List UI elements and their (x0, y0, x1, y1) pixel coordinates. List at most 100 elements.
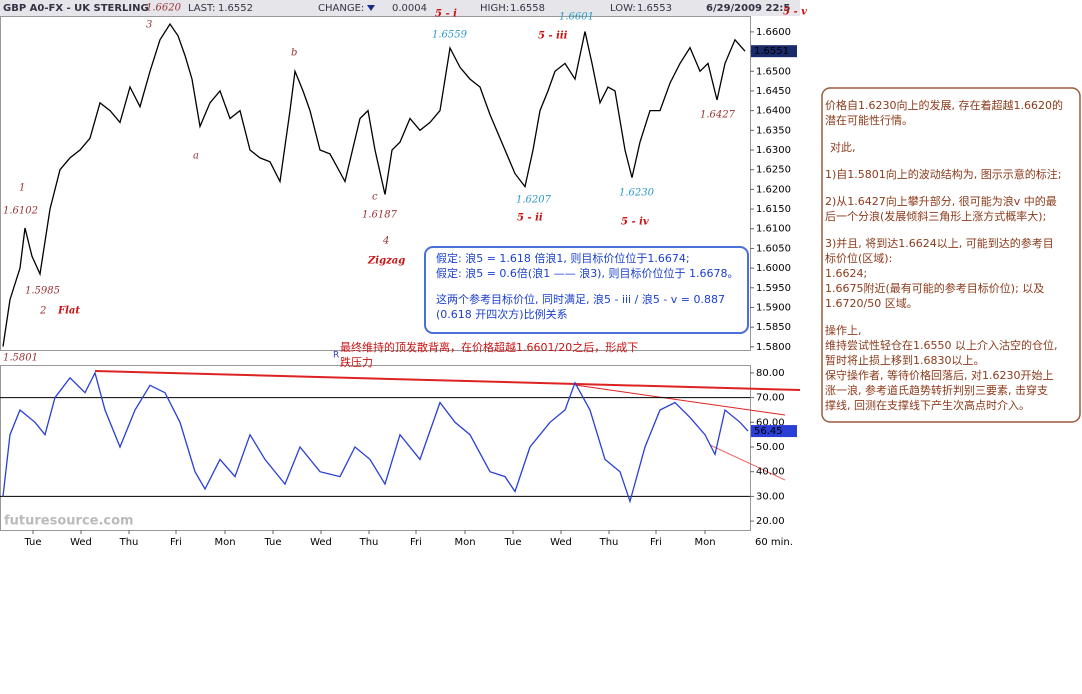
note-text: 对此, (830, 140, 856, 154)
y-tick-label: 70.00 (756, 393, 785, 404)
wave-label: 5 - i (435, 9, 457, 20)
wave-label: 2 (39, 306, 46, 317)
target-text: 假定: 浪5 = 0.6倍(浪1 —— 浪3), 则目标价位位于 1.6678。 (436, 266, 738, 280)
x-tick-label: Thu (359, 537, 379, 548)
wave-label: 1.6102 (3, 206, 38, 217)
target-text: (0.618 开四次方)比例关系 (436, 307, 568, 321)
x-tick-label: Fri (410, 537, 422, 548)
trend-line (94, 370, 801, 391)
y-tick-label: 1.6600 (756, 27, 791, 38)
wave-label: b (291, 48, 297, 59)
wave-label: 1.6620 (146, 3, 182, 14)
target-text: 这两个参考目标价位, 同时满足, 浪5 - iii / 浪5 - v = 0.8… (436, 292, 725, 306)
y-tick-label: 1.6050 (756, 243, 791, 254)
change-arrow (367, 5, 375, 11)
notes-box (821, 87, 1081, 423)
x-tick-label: Tue (263, 537, 281, 548)
header-low: 1.6553 (637, 3, 672, 14)
trend-line (709, 444, 786, 481)
wave-label: Zigzag (367, 256, 405, 267)
wave-label: 5 - iii (538, 31, 568, 42)
wave-label: a (193, 151, 199, 162)
last-value-box (751, 45, 797, 58)
wave-label: 1.5985 (25, 286, 60, 297)
wave-label: 1.6427 (700, 110, 736, 121)
y-tick-label: 1.6500 (756, 66, 791, 77)
wave-label: 5 - ii (517, 213, 543, 224)
divergence-note: 最终维持的顶发散背离，在价格超越1.6601/20之后，形成下 (340, 340, 638, 354)
header-symbol: GBP A0-FX - UK STERLING (3, 3, 149, 14)
y-tick-label: 1.6300 (756, 145, 791, 156)
wave-label: 1.6187 (362, 210, 398, 221)
header-high: 1.6558 (510, 3, 545, 14)
x-tick-label: Fri (170, 537, 182, 548)
note-text: 潜在可能性行情。 (825, 113, 913, 127)
header-low_label: LOW: (610, 3, 636, 14)
y-tick-label: 50.00 (756, 442, 785, 453)
note-text: 2)从1.6427向上攀升部分, 很可能为浪v 中的最 (825, 194, 1057, 208)
wave-label: 1.6559 (432, 30, 468, 41)
wave-label: 1 (19, 183, 25, 194)
note-text: 1.6675附近(最有可能的参考目标价位); 以及 (825, 281, 1044, 295)
x-tick-label: Mon (214, 537, 235, 548)
x-axis-label: 60 min. (755, 537, 793, 548)
note-text: 保守操作者, 等待价格回落后, 对1.6230开始上 (825, 368, 1053, 382)
note-text: 暂时将止损上移到1.6830以上。 (825, 353, 985, 367)
y-tick-label: 1.6200 (756, 184, 791, 195)
header-change: 0.0004 (392, 3, 427, 14)
header-high_label: HIGH: (480, 3, 509, 14)
note-text: 3)并且, 将到达1.6624以上, 可能到达的参考目 (825, 236, 1054, 250)
rsi-panel (0, 365, 751, 531)
series-name: R (333, 351, 339, 361)
x-tick-label: Wed (70, 537, 92, 548)
note-text: 撑线, 回测在支撑线下产生次高点时介入。 (825, 398, 1030, 412)
y-tick-label: 30.00 (756, 491, 785, 502)
note-text: 1.6624; (825, 267, 867, 280)
y-tick-label: 1.5850 (756, 322, 791, 333)
wave-label: 1.6601 (559, 12, 594, 23)
x-tick-label: Mon (694, 537, 715, 548)
last-value-label: 1.6551 (754, 46, 789, 57)
watermark: futuresource.com (4, 514, 134, 529)
wave-label: 1.6230 (619, 188, 655, 199)
y-tick-label: 1.6400 (756, 106, 791, 117)
trend-line (574, 384, 786, 416)
x-tick-label: Tue (503, 537, 521, 548)
y-tick-label: 1.6000 (756, 263, 791, 274)
last-value-label: 56.45 (754, 426, 783, 437)
y-tick-label: 20.00 (756, 516, 785, 527)
x-tick-label: Wed (310, 537, 332, 548)
note-text: 涨一浪, 参考道氏趋势转折判别三要素, 击穿支 (825, 383, 1048, 397)
x-tick-label: Mon (454, 537, 475, 548)
series-line (2, 22, 746, 347)
header-change_label: CHANGE: (318, 3, 364, 14)
header-datetime: 6/29/2009 22:5 (706, 3, 790, 14)
y-tick-label: 1.6350 (756, 125, 791, 136)
note-text: 操作上, (825, 323, 862, 337)
header-last: 1.6552 (218, 3, 253, 14)
header-bar (0, 0, 800, 16)
target-box (424, 246, 749, 334)
x-tick-label: Thu (599, 537, 619, 548)
y-tick-label: 1.5900 (756, 302, 791, 313)
last-value-box (751, 425, 797, 438)
x-tick-label: Wed (550, 537, 572, 548)
note-text: 标价位(区域): (825, 251, 892, 265)
wave-label: 1.5801 (3, 353, 38, 364)
note-text: 维持尝试性轻仓在1.6550 以上介入沽空的仓位, (825, 338, 1057, 352)
y-tick-label: 1.6250 (756, 165, 791, 176)
x-tick-label: Fri (650, 537, 662, 548)
y-tick-label: 1.6150 (756, 204, 791, 215)
wave-label: 3 (146, 20, 152, 31)
target-text: 假定: 浪5 = 1.618 倍浪1, 则目标价位位于1.6674; (436, 251, 690, 265)
header-last_label: LAST: (188, 3, 215, 14)
y-tick-label: 60.00 (756, 417, 785, 428)
y-tick-label: 1.6100 (756, 224, 791, 235)
wave-label: 5 - iv (621, 217, 649, 228)
wave-label: c (372, 192, 378, 203)
wave-label: 1.6207 (516, 195, 552, 206)
y-tick-label: 1.6450 (756, 86, 791, 97)
x-tick-label: Tue (23, 537, 41, 548)
wave-label: Flat (57, 306, 80, 317)
